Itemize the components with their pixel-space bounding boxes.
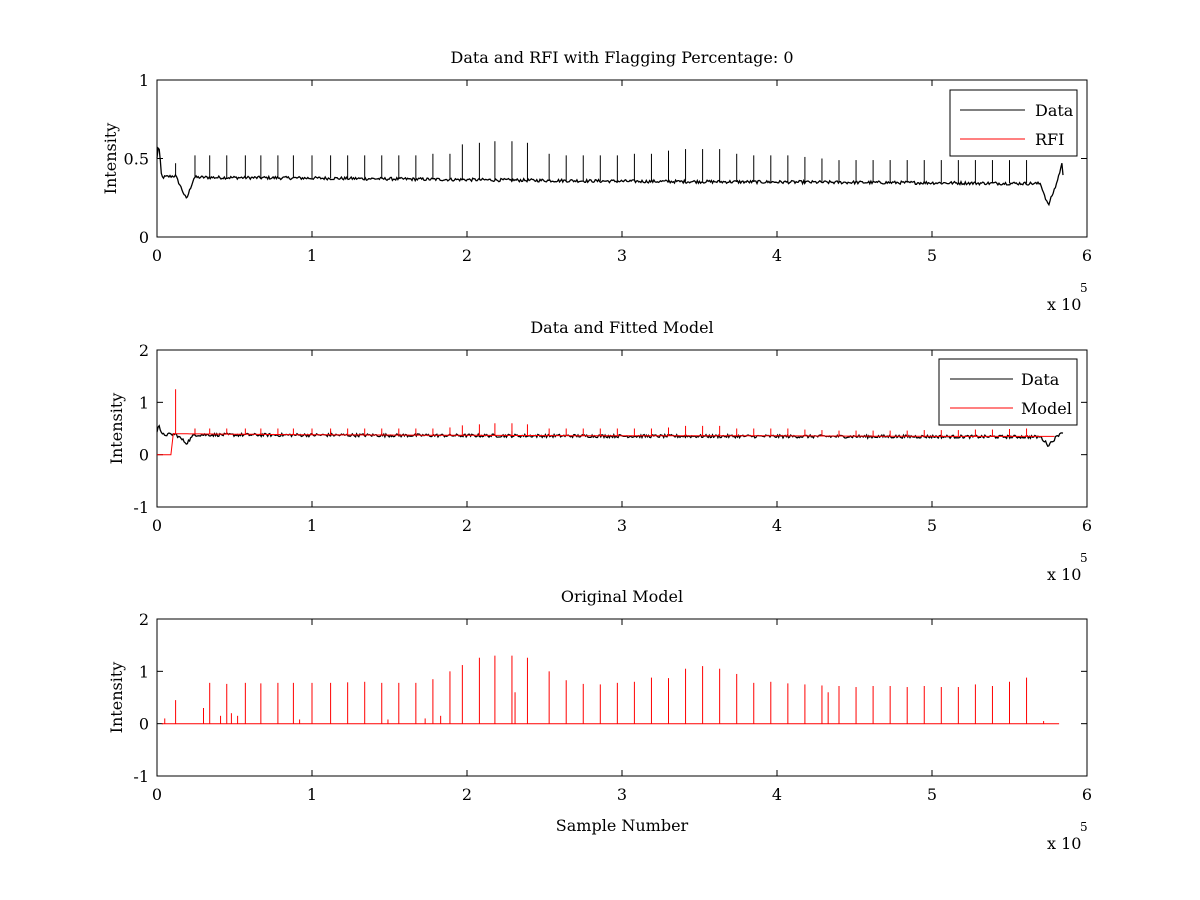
panel-1: Data and RFI with Flagging Percentage: 0…	[101, 48, 1092, 314]
y-tick-label: 2	[139, 610, 149, 629]
y-tick-label: 0.5	[124, 150, 149, 169]
y-tick-label: 2	[139, 341, 149, 360]
legend: Data RFI	[949, 89, 1078, 157]
x-multiplier: x 10	[1047, 834, 1081, 853]
y-axis-label: Intensity	[107, 662, 126, 734]
x-axis-label: Sample Number	[556, 816, 689, 835]
x-multiplier-exponent: 5	[1080, 551, 1088, 565]
legend-label: Model	[1021, 399, 1072, 418]
axes-box	[156, 79, 1088, 238]
legend-box	[949, 89, 1078, 157]
legend-box	[938, 358, 1078, 426]
x-multiplier-exponent: 5	[1080, 281, 1088, 295]
y-tick-label: 1	[139, 71, 149, 90]
y-tick-label: 1	[139, 662, 149, 681]
axes-box	[156, 618, 1088, 777]
series-model	[157, 389, 1055, 456]
legend-label: Data	[1035, 101, 1074, 120]
legend-label: Data	[1021, 370, 1060, 389]
y-tick-label: -1	[133, 498, 149, 517]
y-axis-label: Intensity	[107, 393, 126, 465]
x-tick-label: 5	[927, 516, 937, 535]
x-tick-label: 2	[462, 246, 472, 265]
x-tick-label: 5	[927, 785, 937, 804]
x-tick-label: 6	[1082, 246, 1092, 265]
x-tick-label: 3	[617, 785, 627, 804]
x-tick-label: 4	[772, 246, 782, 265]
chart-title: Data and Fitted Model	[530, 318, 713, 337]
y-axis-label: Intensity	[101, 123, 120, 195]
x-tick-label: 6	[1082, 785, 1092, 804]
y-tick-label: 0	[139, 715, 149, 734]
x-tick-label: 1	[307, 516, 317, 535]
x-tick-label: 3	[617, 246, 627, 265]
x-tick-label: 4	[772, 516, 782, 535]
series-line	[157, 433, 1055, 456]
x-multiplier: x 10	[1047, 295, 1081, 314]
legend-label: RFI	[1035, 130, 1064, 149]
x-multiplier: x 10	[1047, 565, 1081, 584]
y-tick-label: -1	[133, 767, 149, 786]
x-tick-label: 3	[617, 516, 627, 535]
x-tick-label: 4	[772, 785, 782, 804]
y-tick-label: 0	[139, 446, 149, 465]
series-model	[161, 655, 1060, 725]
x-tick-label: 1	[307, 785, 317, 804]
y-tick-label: 1	[139, 393, 149, 412]
x-tick-label: 2	[462, 516, 472, 535]
x-multiplier-exponent: 5	[1080, 820, 1088, 834]
chart-title: Data and RFI with Flagging Percentage: 0	[450, 48, 793, 67]
y-tick-label: 0	[139, 228, 149, 247]
x-tick-label: 0	[152, 785, 162, 804]
series-data	[156, 141, 1064, 207]
x-tick-label: 6	[1082, 516, 1092, 535]
x-tick-label: 0	[152, 516, 162, 535]
series-line	[156, 146, 1064, 207]
x-tick-label: 0	[152, 246, 162, 265]
x-tick-label: 1	[307, 246, 317, 265]
legend: Data Model	[938, 358, 1078, 426]
x-tick-label: 2	[462, 785, 472, 804]
chart-title: Original Model	[561, 587, 683, 606]
x-tick-label: 5	[927, 246, 937, 265]
